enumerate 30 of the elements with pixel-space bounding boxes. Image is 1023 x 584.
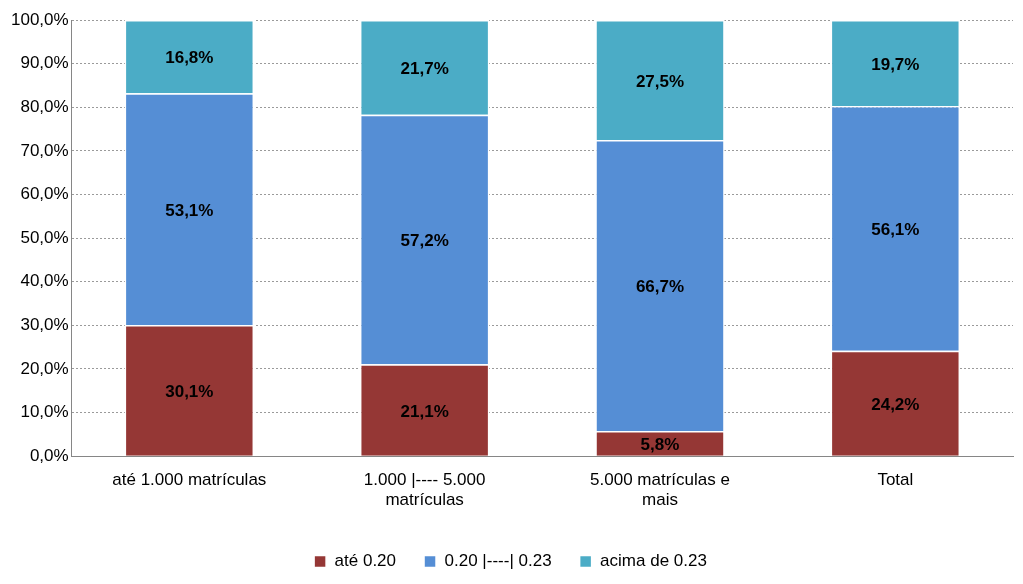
data-label: 56,1% [871, 219, 920, 239]
y-tick-label: 80,0% [20, 96, 69, 116]
data-label: 19,7% [871, 54, 920, 74]
legend-label: 0.20 |----| 0.23 [444, 551, 552, 571]
y-tick-label: 40,0% [20, 271, 69, 291]
data-label: 5,8% [640, 434, 680, 454]
legend-label: até 0.20 [334, 551, 397, 571]
data-label: 57,2% [400, 231, 449, 251]
x-tick-label: 1.000 |---- 5.000 matrículas [363, 470, 486, 510]
y-tick-label: 0,0% [29, 445, 69, 465]
x-tick-label: Total [877, 470, 914, 490]
y-tick-label: 70,0% [20, 140, 69, 160]
data-label: 21,7% [400, 59, 449, 79]
data-label: 27,5% [635, 71, 685, 91]
y-tick-label: 90,0% [20, 53, 69, 73]
y-tick-label: 30,0% [20, 315, 69, 335]
data-label: 24,2% [871, 394, 920, 414]
x-tick-label: até 1.000 matrículas [112, 470, 267, 490]
x-tick-label: 5.000 matrículas e mais [590, 470, 730, 510]
y-tick-label: 60,0% [20, 184, 69, 204]
y-tick-label: 50,0% [20, 227, 69, 247]
y-tick-label: 20,0% [20, 358, 69, 378]
y-tick-label: 100,0% [10, 9, 69, 29]
data-label: 16,8% [165, 48, 214, 68]
data-label: 21,1% [400, 401, 449, 421]
y-tick-label: 10,0% [20, 402, 69, 422]
data-label: 53,1% [165, 200, 214, 220]
legend-label: acima de 0.23 [600, 551, 707, 571]
data-label: 66,7% [635, 277, 685, 297]
data-label: 30,1% [165, 381, 214, 401]
